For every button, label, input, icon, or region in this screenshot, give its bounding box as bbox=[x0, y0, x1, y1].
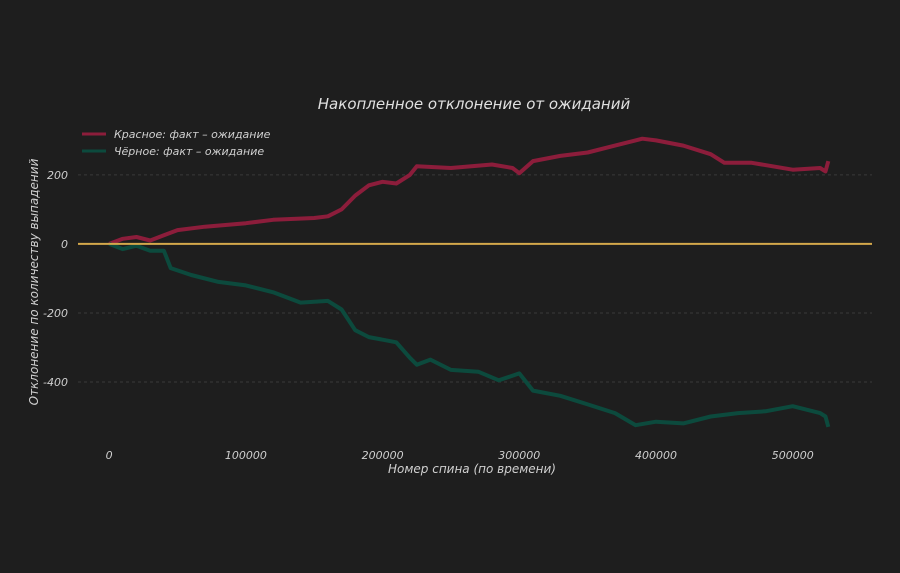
series-lines bbox=[108, 136, 831, 428]
x-tick-label: 200000 bbox=[362, 449, 404, 462]
legend: Красное: факт – ожидание Чёрное: факт – … bbox=[82, 128, 271, 158]
chart-title: Накопленное отклонение от ожиданий bbox=[318, 95, 631, 113]
x-tick-label: 400000 bbox=[635, 449, 677, 462]
legend-label-black: Чёрное: факт – ожидание bbox=[114, 145, 264, 158]
x-ticks: 0 100000 200000 300000 400000 500000 bbox=[106, 449, 814, 462]
x-tick-label: 300000 bbox=[498, 449, 540, 462]
y-ticks: 200 0 -200 -400 bbox=[43, 169, 68, 389]
y-tick-label: 0 bbox=[61, 238, 68, 251]
y-tick-label: -400 bbox=[43, 376, 68, 389]
x-tick-label: 100000 bbox=[225, 449, 267, 462]
x-axis-label: Номер спина (по времени) bbox=[388, 462, 556, 476]
series-line-0 bbox=[108, 136, 831, 246]
x-tick-label: 0 bbox=[106, 449, 113, 462]
x-tick-label: 500000 bbox=[772, 449, 814, 462]
y-axis-label: Отклонение по количеству выпадений bbox=[27, 158, 41, 405]
legend-label-red: Красное: факт – ожидание bbox=[114, 128, 271, 141]
y-tick-label: 200 bbox=[47, 169, 68, 182]
y-tick-label: -200 bbox=[43, 307, 68, 320]
series-line-1 bbox=[108, 242, 831, 428]
